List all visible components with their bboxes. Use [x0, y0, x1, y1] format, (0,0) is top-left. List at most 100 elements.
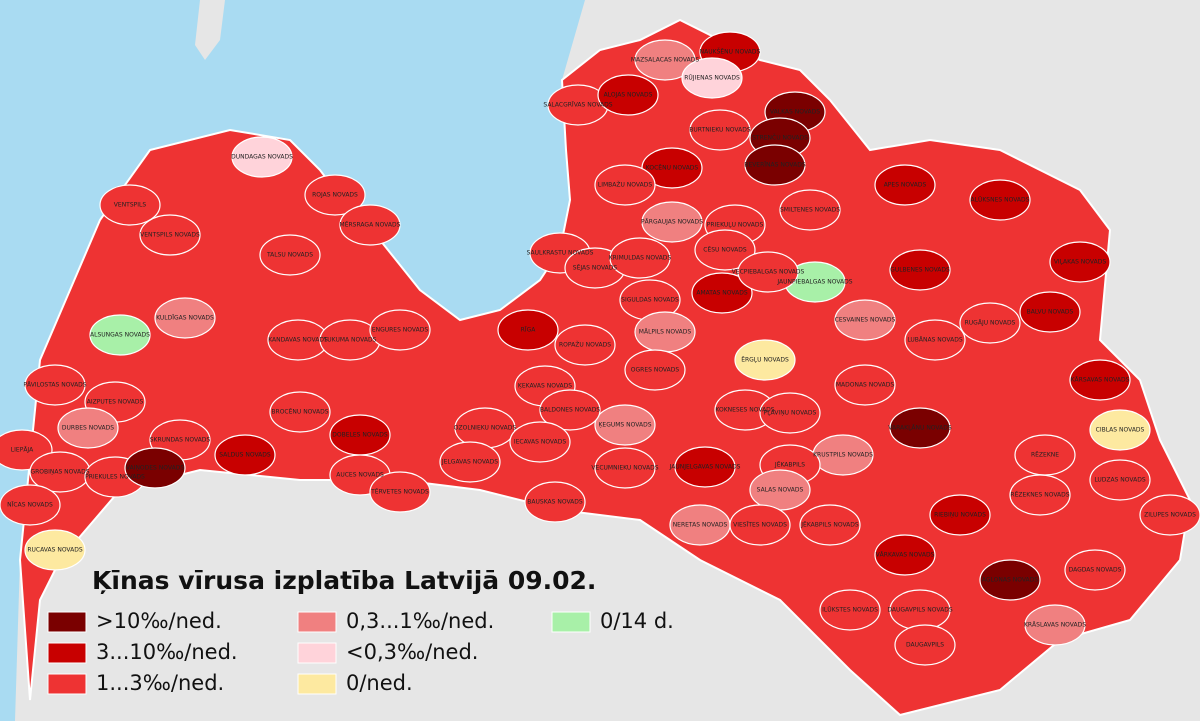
region-area [1019, 291, 1081, 333]
region-label: TUKUMA NOVADS [323, 337, 377, 344]
region-label: SMILTENES NOVADS [780, 207, 840, 214]
region-area [799, 504, 861, 546]
region-label: LIMBAŽU NOVADS [598, 181, 652, 189]
region-area [99, 184, 161, 226]
region-label: VENTSPILS [114, 202, 147, 209]
region-label: MĒRSRAGA NOVADS [340, 222, 401, 229]
region-label: DURBES NOVADS [62, 425, 114, 432]
region-area [904, 319, 966, 361]
region-area [1139, 494, 1200, 536]
region-area [874, 164, 936, 206]
region-label: BEVERĪNAS NOVADS [744, 162, 806, 169]
region-label: VARAKĻĀNU NOVADS [888, 425, 952, 432]
legend-label: <0,3‰/ned. [346, 640, 478, 664]
region-area [154, 297, 216, 339]
legend-swatch [297, 611, 337, 633]
region-label: AGLONAS NOVADS [982, 577, 1038, 584]
region-label: LIEPĀJA [11, 447, 34, 454]
region-area [57, 407, 119, 449]
region-label: AUCES NOVADS [336, 472, 384, 479]
region-area [834, 299, 896, 341]
region-label: MAZSALACAS NOVADS [631, 57, 699, 64]
region-area [744, 144, 806, 186]
region-label: TĒRVETES NOVADS [370, 489, 429, 496]
region-label: ĒRGĻU NOVADS [741, 357, 789, 364]
region-label: BALDONES NOVADS [540, 407, 600, 414]
region-label: STRENČU NOVADS [752, 135, 808, 142]
legend-label: 0/ned. [346, 671, 413, 695]
region-area [1009, 474, 1071, 516]
region-label: RĒZEKNE [1031, 452, 1059, 459]
region-area [681, 57, 743, 99]
region-label: JĒKABPILS [774, 462, 805, 469]
region-label: ĶEGUMS NOVADS [598, 422, 651, 429]
region-label: SALACGRĪVAS NOVADS [543, 102, 612, 109]
region-label: VIESĪTES NOVADS [733, 522, 787, 529]
region-label: DOBELES NOVADS [332, 432, 388, 439]
region-label: PĀRGAUJAS NOVADS [641, 219, 703, 226]
region-label: BROCĒNU NOVADS [271, 409, 328, 416]
region-areas [0, 31, 1200, 666]
region-area [1064, 549, 1126, 591]
region-area [269, 391, 331, 433]
legend-swatch [297, 673, 337, 695]
region-area [594, 404, 656, 446]
region-label: OZOLNIEKU NOVADS [454, 425, 517, 432]
legend-swatch [47, 673, 87, 695]
region-area [497, 309, 559, 351]
region-label: KULDĪGAS NOVADS [156, 315, 214, 322]
region-area [594, 447, 656, 489]
region-area [1089, 409, 1151, 451]
region-label: DUNDAGAS NOVADS [231, 154, 293, 161]
region-area [889, 249, 951, 291]
region-area [979, 559, 1041, 601]
region-label: VAIŅODES NOVADS [126, 465, 184, 472]
region-label: GROBIŅAS NOVADS [30, 469, 89, 476]
region-area [89, 314, 151, 356]
region-label: RĒZEKNES NOVADS [1010, 492, 1069, 499]
region-label: TALSU NOVADS [266, 252, 313, 259]
region-label: RUCAVAS NOVADS [27, 547, 83, 554]
region-area [594, 164, 656, 206]
legend-swatch [47, 611, 87, 633]
region-label: SĒJAS NOVADS [573, 265, 618, 272]
legend-label: 1...3‰/ned. [96, 671, 224, 695]
legend-label: 0/14 d. [600, 609, 674, 633]
region-area [691, 272, 753, 314]
region-label: ILŪKSTES NOVADS [822, 607, 878, 614]
region-area [689, 109, 751, 151]
region-label: RŪJIENAS NOVADS [684, 75, 740, 82]
region-label: DAUGAVPILS [906, 642, 944, 649]
region-label: CĒSU NOVADS [703, 247, 747, 254]
region-label: KOKNESES NOVADS [715, 407, 774, 414]
region-area [834, 364, 896, 406]
region-area [819, 589, 881, 631]
region-label: ALŪKSNES NOVADS [971, 197, 1030, 204]
legend-label: >10‰/ned. [96, 609, 222, 633]
region-area [304, 174, 366, 216]
region-area [779, 189, 841, 231]
region-area [729, 504, 791, 546]
region-label: VĀRKAVAS NOVADS [876, 552, 935, 559]
region-area [1049, 241, 1111, 283]
legend-label: 0,3...1‰/ned. [346, 609, 494, 633]
region-label: KĀRSAVAS NOVADS [1071, 377, 1130, 384]
region-area [759, 392, 821, 434]
region-area [231, 136, 293, 178]
region-label: KOCĒNU NOVADS [646, 165, 699, 172]
region-area [694, 229, 756, 271]
region-label: ALSUNGAS NOVADS [90, 332, 150, 339]
region-area [0, 484, 61, 526]
region-label: IECAVAS NOVADS [514, 439, 567, 446]
region-label: APES NOVADS [884, 182, 927, 189]
region-label: KRĀSLAVAS NOVADS [1024, 622, 1086, 629]
region-area [674, 446, 736, 488]
island [195, 0, 225, 60]
region-label: ROPAŽU NOVADS [559, 341, 611, 349]
region-label: NAUKŠĒNU NOVADS [700, 49, 761, 56]
region-label: CIBLAS NOVADS [1096, 427, 1145, 434]
region-area [369, 309, 431, 351]
region-area [24, 529, 86, 571]
